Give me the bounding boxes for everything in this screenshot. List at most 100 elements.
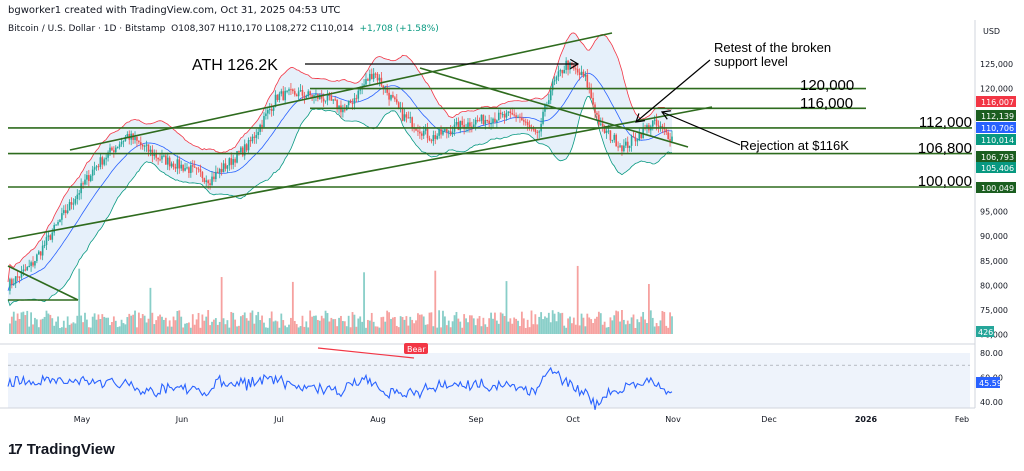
volume-bar <box>540 312 543 334</box>
candle-body <box>611 139 614 141</box>
volume-bar <box>603 321 606 334</box>
candle-body <box>409 117 412 119</box>
volume-bar <box>565 327 568 334</box>
candle-body <box>211 176 213 186</box>
candle-body <box>667 132 669 140</box>
volume-bar <box>278 327 281 334</box>
volume-bar <box>253 323 256 334</box>
candle-body <box>669 139 671 142</box>
candle-body <box>542 111 544 124</box>
volume-bar <box>184 323 186 334</box>
candle-body <box>188 167 190 173</box>
candle-body <box>401 107 404 121</box>
volume-bar <box>14 320 17 334</box>
candle-body <box>12 283 15 285</box>
candle-body <box>486 120 489 122</box>
volume-bar <box>359 316 362 334</box>
rsi-current-box <box>976 377 1000 388</box>
candle-body <box>270 109 273 111</box>
price-label-text: 105,406 <box>981 164 1014 173</box>
volume-bar <box>486 326 489 334</box>
volume-bar <box>93 313 96 334</box>
candle-body <box>397 102 400 108</box>
candle-body <box>563 69 566 74</box>
volume-bar <box>16 313 19 334</box>
candle-body <box>463 124 465 129</box>
candle-body <box>557 71 560 77</box>
candle-body <box>434 135 437 139</box>
candle-body <box>447 131 450 133</box>
candle-body <box>109 147 111 153</box>
volume-bar <box>669 312 671 334</box>
candle-body <box>238 151 240 153</box>
volume-bar <box>611 320 614 334</box>
candle-body <box>28 265 30 268</box>
candle-body <box>105 157 107 160</box>
volume-bar <box>72 322 75 334</box>
candle-body <box>444 129 446 131</box>
candle-body <box>249 140 252 142</box>
candle-body <box>598 114 600 125</box>
volume-bar <box>617 311 620 334</box>
volume-bar <box>118 326 121 334</box>
volume-bar <box>170 326 173 334</box>
candle-body <box>376 73 379 81</box>
candle-body <box>607 130 610 132</box>
candle-body <box>178 159 181 169</box>
candle-body <box>301 90 304 96</box>
volume-bar <box>191 314 194 334</box>
candle-body <box>218 168 221 173</box>
volume-bar <box>443 316 446 334</box>
candle-body <box>330 95 333 101</box>
volume-bar <box>301 315 304 334</box>
volume-bar <box>368 320 371 334</box>
candle-body <box>623 145 625 152</box>
volume-bar <box>164 317 167 334</box>
candle-body <box>32 262 34 266</box>
candle-body <box>297 91 300 97</box>
volume-bar <box>345 326 348 334</box>
candle-body <box>101 157 104 165</box>
price-label-text: 112,139 <box>981 112 1014 121</box>
candle-body <box>203 178 206 182</box>
candle-body <box>603 126 606 133</box>
candle-body <box>609 130 612 141</box>
rejection-annotation: Rejection at $116K <box>740 138 849 153</box>
candle-body <box>51 232 54 240</box>
candle-body <box>407 117 410 119</box>
volume-bar <box>59 327 61 334</box>
candle-body <box>191 165 194 167</box>
candle-body <box>322 98 325 102</box>
volume-bar <box>62 320 65 334</box>
candle-body <box>334 99 336 101</box>
volume-bar <box>64 327 67 334</box>
candle-body <box>303 95 306 98</box>
volume-bar <box>220 277 223 334</box>
candle-body <box>509 111 512 114</box>
volume-bar <box>137 312 140 334</box>
candle-body <box>255 135 258 138</box>
candle-body <box>290 89 292 91</box>
candle-body <box>107 152 109 158</box>
candle-body <box>415 128 417 131</box>
volume-bar <box>551 310 554 334</box>
candle-body <box>663 128 666 130</box>
candle-body <box>615 134 617 147</box>
volume-bar <box>463 314 466 334</box>
volume-bar <box>590 319 593 334</box>
candle-body <box>474 119 477 125</box>
candle-body <box>76 194 79 200</box>
volume-bar <box>209 325 211 334</box>
candle-body <box>293 91 296 95</box>
candle-body <box>232 159 234 165</box>
volume-bar <box>472 318 475 334</box>
volume-bar <box>370 312 373 334</box>
volume-bar <box>243 312 246 334</box>
volume-bar <box>628 323 631 334</box>
candle-body <box>147 144 150 152</box>
volume-bar <box>288 324 290 334</box>
candle-body <box>380 77 383 86</box>
tradingview-brand[interactable]: ⁠17 TradingView <box>8 441 115 458</box>
retest-annotation-line2: support level <box>714 54 788 69</box>
